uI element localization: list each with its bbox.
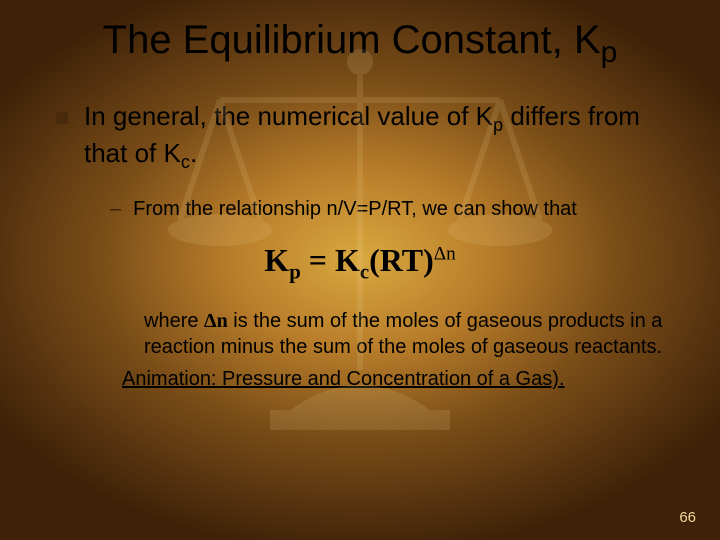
animation-link[interactable]: Animation: Pressure and Concentration of… — [122, 368, 670, 391]
bullet1-part-c: . — [190, 138, 197, 168]
dash-bullet-icon: – — [110, 196, 121, 222]
bullet-level1: In general, the numerical value of Kp di… — [56, 100, 670, 174]
eq-rhs2: (RT) — [369, 242, 434, 278]
equation-block: Kp = Kc(RT)Δn — [50, 242, 670, 284]
eq-equals: = — [301, 242, 335, 278]
equation: Kp = Kc(RT)Δn — [264, 242, 455, 278]
explanation-text: where Δn is the sum of the moles of gase… — [144, 308, 670, 360]
eq-lhs-sub: p — [289, 260, 301, 283]
title-subscript: p — [601, 36, 618, 69]
bullet1-text: In general, the numerical value of Kp di… — [84, 100, 670, 174]
bullet1-part-a: In general, the numerical value of K — [84, 101, 493, 131]
eq-rhs1: K — [335, 242, 360, 278]
title-text: The Equilibrium Constant, K — [103, 18, 601, 62]
eq-rhs1-sub: c — [360, 260, 369, 283]
p3-part-a: where — [144, 310, 204, 332]
eq-exponent: Δn — [434, 243, 456, 264]
bullet1-sub2: c — [181, 152, 190, 172]
bullet1-sub1: p — [493, 115, 503, 135]
page-number: 66 — [679, 509, 696, 526]
eq-lhs: K — [264, 242, 289, 278]
delta-n-symbol: Δn — [204, 310, 228, 332]
bullet-level2: – From the relationship n/V=P/RT, we can… — [110, 196, 670, 222]
slide-title: The Equilibrium Constant, Kp — [50, 18, 670, 70]
sub-bullet-text: From the relationship n/V=P/RT, we can s… — [133, 196, 577, 222]
slide: The Equilibrium Constant, Kp In general,… — [0, 0, 720, 540]
square-bullet-icon — [56, 112, 68, 124]
